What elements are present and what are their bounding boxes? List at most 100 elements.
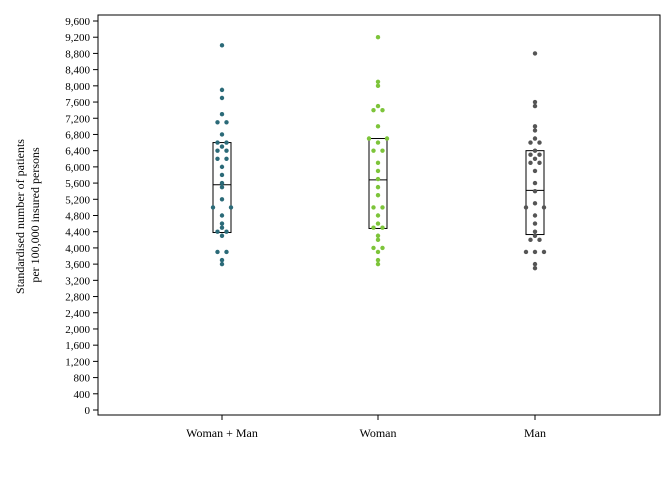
data-point [219,111,225,117]
data-point [371,107,376,113]
data-point [380,245,385,251]
data-point [375,257,381,263]
data-point [375,184,381,190]
y-tick-label: 1,200 [65,356,90,368]
data-point [375,261,381,267]
y-tick-label: 8,800 [65,48,90,60]
data-point [371,245,376,251]
data-point [375,35,381,40]
data-point [532,261,538,267]
data-point [523,205,529,210]
data-point [532,103,538,109]
y-tick-label: 4,000 [65,243,90,255]
data-point [532,265,538,271]
data-point [219,221,225,226]
data-point [219,233,225,238]
data-point [224,156,229,161]
y-tick-label: 4,800 [65,211,90,223]
data-point [532,229,538,234]
data-point [224,120,229,125]
data-point [375,237,381,243]
points-group [210,35,547,271]
y-tick-label: 4,400 [65,227,90,239]
data-point [532,188,538,194]
data-point [380,225,385,230]
data-point [384,136,390,141]
data-point [224,140,229,145]
y-tick-label: 7,600 [65,97,90,109]
data-point [532,221,538,226]
data-point [380,107,385,113]
y-tick-label: 6,400 [65,146,90,158]
data-point [219,87,225,93]
data-point [375,176,381,182]
data-point [532,128,538,133]
y-tick-label: 8,000 [65,81,90,93]
data-point [219,197,225,202]
x-category-label: Woman + Man [186,426,258,440]
data-point [532,156,538,161]
data-point [532,124,538,129]
data-point [532,180,538,186]
data-point [541,205,547,210]
data-point [219,95,225,101]
data-point [375,221,381,226]
y-tick-label: 5,600 [65,178,90,190]
data-point [371,205,376,210]
y-tick-label: 800 [74,373,91,385]
data-point [375,168,381,174]
y-tick-label: 400 [74,389,91,401]
y-tick-label: 8,400 [65,65,90,77]
iqr-box [212,142,232,234]
data-point [375,103,381,109]
data-point [215,229,220,234]
y-axis-title-line1: Standardised number of patients [13,139,27,294]
y-tick-label: 9,200 [65,32,90,44]
data-point [215,140,220,145]
data-point [532,233,538,238]
y-axis-title-line2: per 100,000 insured persons [28,147,42,283]
data-point [375,249,381,255]
data-point [528,140,533,145]
data-point [219,180,225,186]
data-point [528,237,533,243]
data-point [366,136,372,141]
data-point [375,140,381,145]
data-point [219,164,225,170]
data-point [380,205,385,210]
data-point [537,237,542,243]
data-point [215,156,220,161]
data-point [224,249,229,255]
y-tick-label: 0 [85,405,91,417]
data-point [528,160,533,166]
data-point [215,120,220,125]
data-point [380,148,385,153]
data-point [375,83,381,89]
data-point [375,160,381,166]
data-point [532,201,538,206]
y-tick-label: 3,600 [65,259,90,271]
x-category-label: Woman [359,426,396,440]
data-point [224,148,229,153]
y-tick-label: 6,800 [65,129,90,141]
data-point [532,249,538,255]
data-point [532,136,538,141]
data-point [210,205,216,210]
data-point [228,205,234,210]
data-point [375,79,381,84]
data-point [219,261,225,267]
data-point [532,148,538,153]
y-tick-label: 2,800 [65,292,90,304]
data-point [371,148,376,153]
y-tick-label: 2,400 [65,308,90,320]
data-point [215,249,220,255]
data-point [371,225,376,230]
y-tick-label: 5,200 [65,194,90,206]
data-point [219,213,225,218]
y-axis: 0 400 800 1,200 1,600 2,000 2,400 2,800 3,200 3,6… [65,16,98,417]
data-point [532,51,538,56]
data-point [537,160,542,166]
data-point [215,148,220,153]
data-point [528,152,533,157]
